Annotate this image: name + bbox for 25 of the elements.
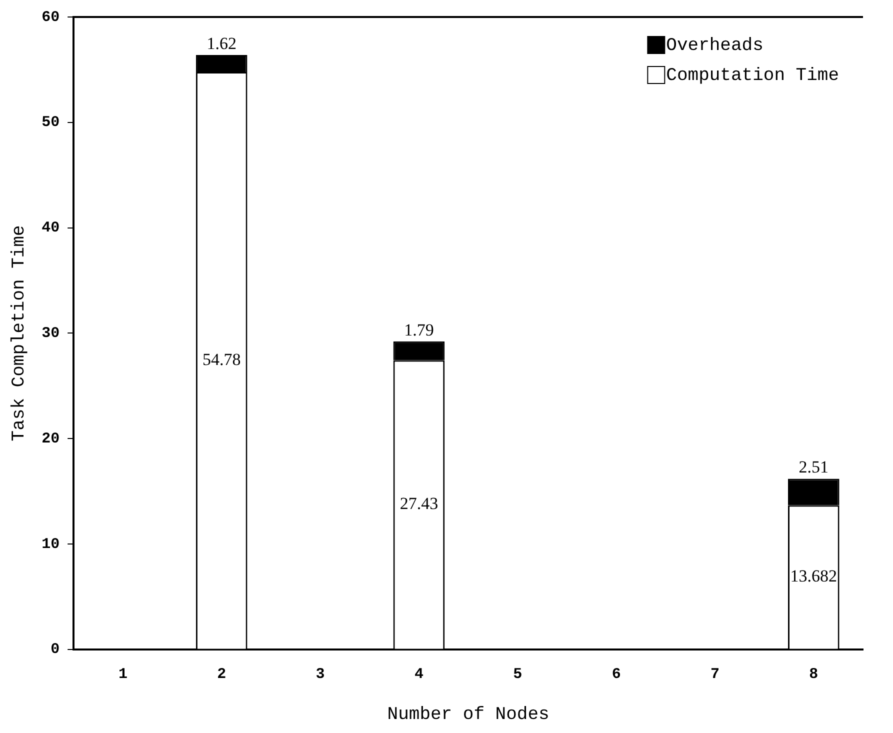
y-tick-label: 60 bbox=[42, 8, 60, 26]
y-axis-title: Task Completion Time bbox=[10, 225, 30, 442]
x-tick-label: 6 bbox=[612, 666, 621, 684]
data-label: 1.62 bbox=[206, 34, 236, 53]
x-tick-label: 2 bbox=[217, 666, 226, 684]
data-label: 13.682 bbox=[790, 566, 838, 586]
data-label: 54.78 bbox=[202, 350, 241, 369]
data-label: 2.51 bbox=[798, 458, 829, 477]
x-tick-label: 1 bbox=[118, 666, 128, 684]
y-tick-label: 50 bbox=[42, 114, 60, 132]
x-axis-title: Number of Nodes bbox=[387, 704, 550, 725]
y-tick-label: 20 bbox=[42, 430, 60, 448]
y-tick-label: 30 bbox=[42, 324, 60, 342]
y-tick-label: 40 bbox=[42, 220, 60, 237]
x-tick-label: 5 bbox=[513, 666, 522, 684]
x-tick-label: 4 bbox=[414, 666, 424, 684]
x-tick-label: 8 bbox=[809, 666, 818, 684]
x-tick-label: 7 bbox=[710, 666, 720, 684]
legend-label: Computation Time bbox=[666, 66, 839, 86]
x-tick-label: 3 bbox=[316, 666, 325, 684]
data-label: 1.79 bbox=[404, 320, 434, 340]
legend-label: Overheads bbox=[666, 36, 764, 56]
y-tick-label: 10 bbox=[42, 536, 60, 553]
data-label: 27.43 bbox=[400, 494, 438, 514]
y-tick-label: 0 bbox=[50, 641, 60, 658]
